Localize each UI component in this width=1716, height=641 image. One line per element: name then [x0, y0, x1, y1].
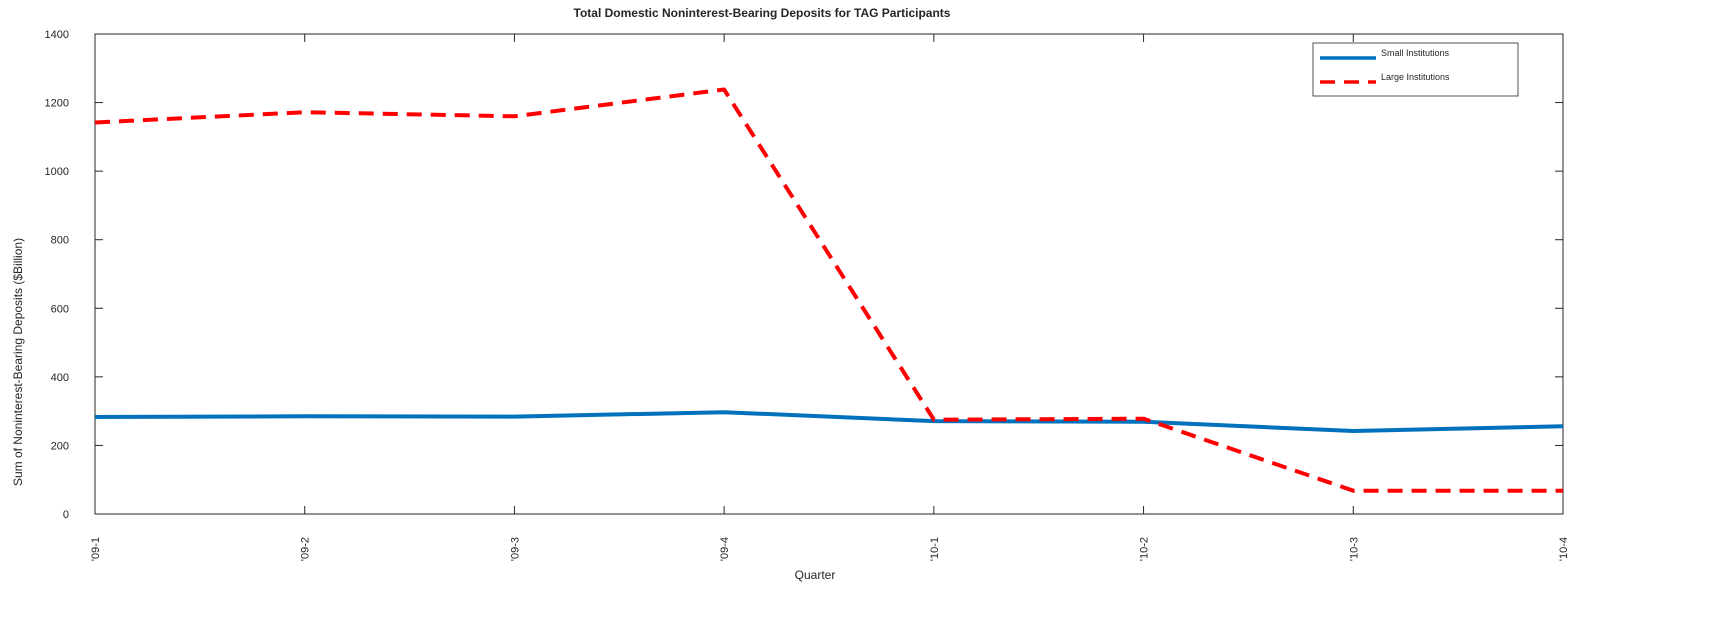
legend-label-large-institutions: Large Institutions — [1381, 72, 1450, 82]
y-tick-label: 1200 — [45, 98, 69, 110]
x-axis: '09-1 '09-2 '09-3 '09-4 '10-1 '10-2 '10-3 '10-4 — [90, 34, 1570, 561]
y-axis-label: Sum of Noninterest-Bearing Deposits ($Bi… — [11, 238, 25, 486]
x-tick-label: '10-1 — [929, 537, 941, 561]
series-line-large-institutions — [94, 87, 1563, 493]
y-tick-label: 0 — [63, 509, 69, 521]
chart-title: Total Domestic Noninterest-Bearing Depos… — [574, 6, 951, 20]
y-tick-label: 1000 — [45, 166, 69, 178]
legend-label-small-institutions: Small Institutions — [1381, 48, 1450, 58]
plot-area — [94, 33, 1564, 515]
x-axis-label: Quarter — [795, 568, 836, 582]
x-tick-label: '10-4 — [1558, 537, 1570, 561]
x-tick-label: '10-2 — [1139, 537, 1151, 561]
x-tick-label: '09-2 — [300, 537, 312, 561]
y-tick-label: 200 — [51, 440, 69, 452]
x-tick-label: '09-1 — [90, 537, 102, 561]
legend-box — [1312, 42, 1519, 97]
series-layer — [94, 87, 1564, 493]
y-axis: 0 200 400 600 800 1000 1200 1400 — [45, 29, 1563, 521]
x-tick-label: '09-3 — [509, 537, 521, 561]
x-tick-label: '09-4 — [719, 537, 731, 561]
legend: Small Institutions Large Institutions — [1312, 42, 1519, 97]
series-line-small-institutions — [94, 410, 1564, 433]
y-tick-label: 800 — [51, 235, 69, 247]
x-tick-label: '10-3 — [1348, 537, 1360, 561]
y-tick-label: 1400 — [45, 29, 69, 41]
y-tick-label: 400 — [51, 372, 69, 384]
y-tick-label: 600 — [51, 303, 69, 315]
